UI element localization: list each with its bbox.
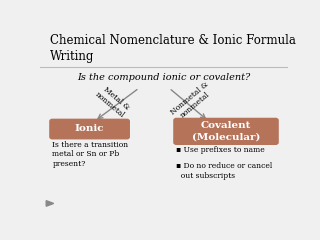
- Text: Is there a transition
metal or Sn or Pb
present?: Is there a transition metal or Sn or Pb …: [52, 141, 129, 168]
- Text: ▪ Do no reduce or cancel
  out subscripts: ▪ Do no reduce or cancel out subscripts: [176, 162, 273, 180]
- Polygon shape: [46, 201, 54, 206]
- Text: Ionic: Ionic: [75, 125, 104, 133]
- Text: Is the compound ionic or covalent?: Is the compound ionic or covalent?: [77, 73, 251, 82]
- Text: Metal &
nonmetal: Metal & nonmetal: [94, 84, 132, 120]
- FancyBboxPatch shape: [50, 119, 129, 139]
- Text: Covalent
(Molecular): Covalent (Molecular): [192, 121, 260, 141]
- Text: Chemical Nomenclature & Ionic Formula
Writing: Chemical Nomenclature & Ionic Formula Wr…: [50, 34, 296, 63]
- FancyBboxPatch shape: [174, 118, 278, 144]
- Text: ▪ Use prefixes to name: ▪ Use prefixes to name: [176, 146, 265, 154]
- Text: Nonmetal &
nonmetal: Nonmetal & nonmetal: [169, 80, 216, 123]
